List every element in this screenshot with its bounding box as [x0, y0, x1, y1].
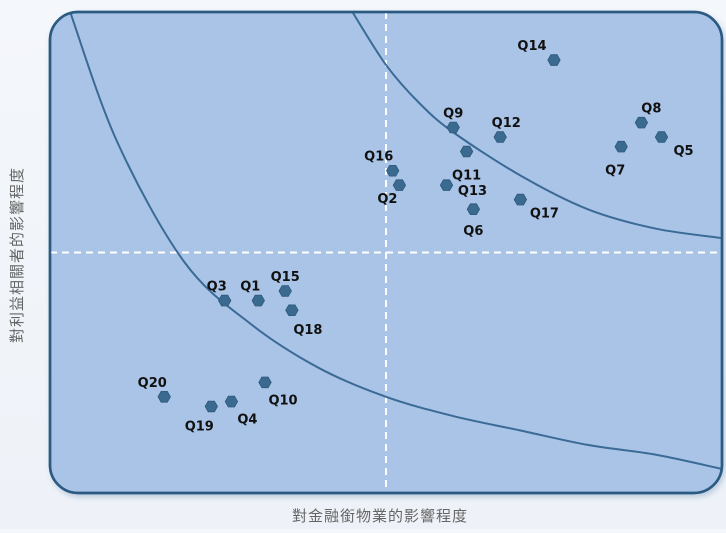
y-axis-label-text: 對利益相關者的影響程度 [8, 166, 26, 344]
point-label-q4: Q4 [237, 413, 257, 428]
point-label-q8: Q8 [641, 102, 661, 117]
point-label-q20: Q20 [138, 376, 167, 391]
point-label-q3: Q3 [207, 280, 227, 295]
point-label-q12: Q12 [492, 116, 521, 131]
point-q1 [251, 294, 265, 307]
point-label-q1: Q1 [240, 280, 260, 295]
point-q2 [392, 179, 407, 191]
point-q10 [258, 376, 272, 389]
point-q11 [459, 145, 474, 158]
boundary-curve-2 [351, 12, 722, 240]
point-q19 [204, 400, 218, 413]
point-label-q7: Q7 [605, 164, 625, 179]
point-q18 [285, 304, 299, 317]
plot-content: Q1 Q2 Q3 Q4 Q5 Q6 Q7 Q8 Q9 Q10 Q11 Q12 Q13 Q14 Q15 Q16 Q… [50, 12, 722, 493]
point-q14 [547, 54, 561, 66]
point-q20 [157, 390, 171, 403]
point-q8 [634, 116, 649, 129]
point-q4 [224, 395, 239, 408]
point-q17 [513, 193, 528, 206]
point-label-q17: Q17 [530, 207, 559, 222]
x-axis-label: 對金融銜物業的影響程度 [291, 507, 468, 525]
point-label-q9: Q9 [443, 106, 463, 121]
point-q15 [278, 285, 292, 297]
point-label-q15: Q15 [271, 270, 300, 285]
boundary-curve-1 [69, 12, 722, 470]
point-label-q16: Q16 [364, 150, 393, 165]
point-label-q13: Q13 [458, 184, 487, 199]
point-q16 [386, 164, 400, 177]
point-q5 [654, 131, 669, 143]
point-q13 [439, 179, 454, 191]
point-label-q6: Q6 [463, 224, 483, 239]
point-label-q10: Q10 [268, 393, 297, 408]
point-label-q18: Q18 [293, 323, 322, 338]
point-q12 [493, 131, 507, 143]
plot-border [48, 10, 724, 495]
point-label-q2: Q2 [377, 192, 397, 207]
point-label-q14: Q14 [517, 39, 546, 54]
point-label-q19: Q19 [185, 419, 214, 434]
point-q7 [614, 140, 628, 153]
point-label-q11: Q11 [452, 168, 481, 183]
point-q9 [446, 121, 460, 134]
point-label-q5: Q5 [673, 144, 693, 159]
point-q3 [218, 294, 232, 307]
point-q6 [466, 203, 481, 216]
